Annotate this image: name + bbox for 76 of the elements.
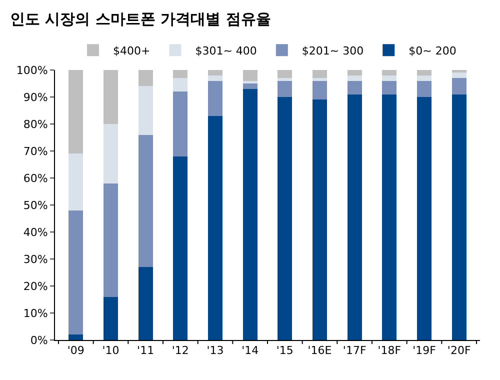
x-tick-label: '17F	[342, 344, 366, 358]
legend-label: $201~ 300	[302, 44, 364, 58]
bar	[173, 70, 188, 78]
y-tick-label: 30%	[23, 252, 48, 266]
bar	[382, 80, 397, 94]
bar	[242, 84, 258, 89]
bar	[242, 88, 258, 340]
x-tick-label: '18F	[378, 344, 402, 358]
bar	[416, 70, 432, 76]
bar	[103, 296, 118, 340]
bar	[68, 154, 84, 210]
bar	[138, 86, 153, 135]
bar	[278, 80, 292, 97]
bar	[138, 70, 153, 86]
bar	[452, 78, 466, 94]
y-tick-label: 90%	[23, 90, 48, 104]
bar	[278, 70, 292, 78]
x-tick-label: '11	[137, 344, 154, 358]
bar	[347, 80, 362, 94]
x-tick-label: '09	[67, 344, 84, 358]
bar	[382, 75, 397, 81]
bar	[278, 78, 292, 81]
bar	[416, 75, 432, 81]
legend-label: $0~ 200	[408, 44, 456, 58]
y-tick-label: 100%	[16, 64, 48, 77]
y-tick-label: 40%	[23, 226, 48, 239]
bar	[416, 97, 432, 340]
x-tick-label: '15	[276, 344, 294, 358]
legend-label: $400+	[113, 44, 150, 58]
bar	[173, 92, 188, 156]
bar	[103, 183, 118, 297]
y-tick-label: 80%	[23, 118, 48, 131]
x-tick-label: '12	[172, 344, 189, 358]
y-tick-label: 10%	[23, 306, 48, 320]
x-tick-label: '13	[206, 344, 224, 358]
bar	[416, 80, 432, 97]
bar	[103, 70, 118, 124]
bar	[452, 70, 466, 73]
bar	[208, 70, 223, 76]
y-tick-label: 50%	[23, 198, 48, 212]
y-tick-label: 0%	[30, 334, 48, 347]
bar	[347, 94, 362, 340]
y-tick-label: 70%	[23, 144, 48, 158]
bar	[347, 70, 362, 76]
bar	[242, 70, 258, 81]
chart-title: 인도 시장의 스마트폰 가격대별 점유율	[10, 10, 271, 28]
x-tick-label: '16E	[308, 344, 332, 358]
y-tick-label: 20%	[23, 280, 48, 293]
bar	[68, 210, 84, 335]
bar	[208, 75, 223, 81]
bar	[138, 134, 153, 268]
x-tick-label: '10	[102, 344, 120, 358]
x-tick-label: '14	[242, 344, 259, 358]
bar	[347, 75, 362, 81]
bar	[452, 94, 466, 340]
bar	[68, 70, 84, 154]
bar	[312, 100, 328, 340]
legend-label: $301~ 400	[195, 44, 257, 58]
bar	[242, 80, 258, 84]
bar	[138, 267, 153, 340]
bar	[173, 78, 188, 92]
x-tick-label: '19F	[412, 344, 436, 358]
bar	[382, 70, 397, 76]
bar	[68, 334, 84, 340]
bar	[452, 72, 466, 78]
bar	[382, 94, 397, 340]
bar	[278, 97, 292, 340]
bar	[312, 78, 328, 81]
x-tick-label: '20F	[447, 344, 471, 358]
bar	[208, 80, 223, 116]
bar	[312, 80, 328, 100]
bar	[208, 116, 223, 340]
bar	[312, 70, 328, 78]
bar	[173, 156, 188, 340]
y-tick-label: 60%	[23, 172, 48, 185]
bar	[103, 124, 118, 184]
